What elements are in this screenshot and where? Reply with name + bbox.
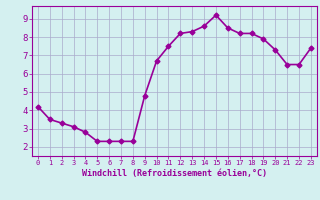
X-axis label: Windchill (Refroidissement éolien,°C): Windchill (Refroidissement éolien,°C) <box>82 169 267 178</box>
